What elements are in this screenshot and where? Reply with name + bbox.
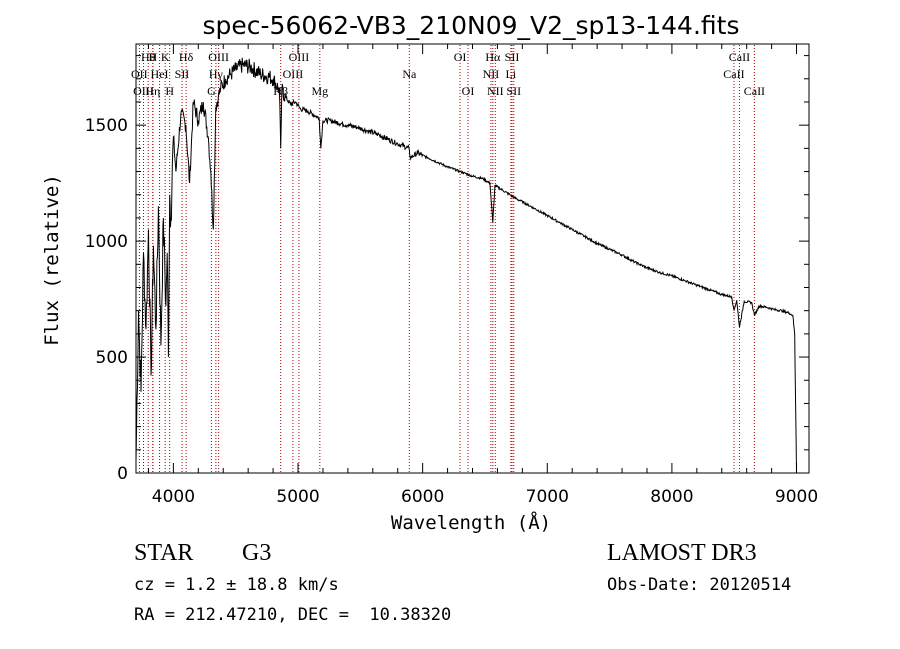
y-axis-ticks: 0 500 1000 1500 <box>85 55 809 484</box>
line-label-19: OIII <box>133 84 154 98</box>
survey-name: LAMOST DR3 <box>607 540 757 566</box>
y-tick-label-3: 1500 <box>85 116 128 136</box>
line-label-27: SII <box>506 84 521 98</box>
object-subclass: G3 <box>242 540 271 566</box>
y-tick-label-2: 1000 <box>85 232 128 252</box>
line-label-24: Mg <box>311 84 328 98</box>
y-tick-label-0: 0 <box>117 464 128 484</box>
x-tick-label-0: 4000 <box>152 487 195 507</box>
line-label-4: OIII <box>208 50 229 64</box>
chart-title: spec-56062-VB3_210N09_V2_sp13-144.fits <box>203 11 740 40</box>
obs-date: Obs-Date: 20120514 <box>607 575 791 595</box>
line-label-5: OIII <box>289 50 310 64</box>
line-label-20: Hη <box>145 84 160 98</box>
x-tick-label-1: 5000 <box>276 487 319 507</box>
plot-frame <box>135 43 810 474</box>
line-label-11: HeI <box>151 67 169 81</box>
line-label-7: Hα <box>485 50 501 64</box>
coordinates: RA = 212.47210, DEC = 10.38320 <box>134 605 451 625</box>
line-label-13: Hγ <box>209 67 224 81</box>
redshift-text: cz = 1.2 ± 18.8 km/s <box>134 575 339 595</box>
y-axis-label: Flux (relative) <box>41 174 63 346</box>
line-label-8: SII <box>505 50 520 64</box>
line-label-25: OI <box>462 84 475 98</box>
line-label-1: H <box>148 50 157 64</box>
spectrum-line <box>135 57 797 474</box>
object-class: STAR <box>134 540 193 566</box>
line-label-6: OI <box>454 50 467 64</box>
line-label-16: NII <box>483 67 500 81</box>
line-label-3: Hδ <box>179 50 194 64</box>
line-label-0: Hθ <box>141 50 156 64</box>
line-label-22: G <box>207 84 216 98</box>
x-tick-label-3: 7000 <box>526 487 569 507</box>
line-label-10: OII <box>131 67 148 81</box>
x-axis-label: Wavelength (Å) <box>391 511 551 534</box>
line-label-18: CaII <box>723 67 744 81</box>
line-label-14: OIII <box>283 67 304 81</box>
x-tick-label-5: 9000 <box>775 487 818 507</box>
line-label-28: CaII <box>744 84 765 98</box>
line-label-15: Na <box>402 67 417 81</box>
x-axis-ticks: 4000 5000 6000 7000 8000 9000 <box>147 44 818 507</box>
line-label-9: CaII <box>729 50 750 64</box>
line-label-21: H <box>165 84 174 98</box>
line-label-26: NII <box>487 84 504 98</box>
spectral-line-markers <box>138 45 755 472</box>
y-tick-label-1: 500 <box>96 348 128 368</box>
line-label-2: K <box>161 50 170 64</box>
line-label-12: SII <box>175 67 190 81</box>
line-label-17: Li <box>506 67 517 81</box>
x-tick-label-4: 8000 <box>650 487 693 507</box>
x-tick-label-2: 6000 <box>401 487 444 507</box>
